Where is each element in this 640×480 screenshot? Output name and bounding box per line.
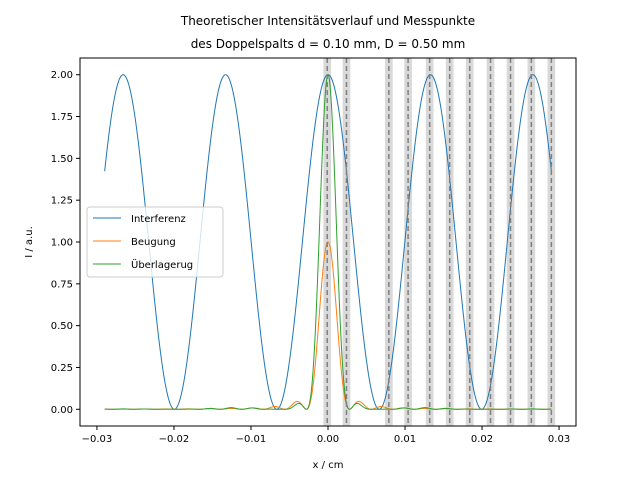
series-line-3	[104, 74, 552, 410]
measurement-lines	[326, 58, 553, 426]
x-tick-label: −0.03	[82, 434, 113, 445]
x-tick-label: −0.02	[159, 434, 190, 445]
y-tick-label: 0.00	[51, 405, 73, 416]
y-tick-label: 1.75	[51, 112, 73, 123]
x-tick-label: 0.00	[317, 434, 339, 445]
y-tick-label: 2.00	[51, 70, 73, 81]
x-tick-label: 0.03	[548, 434, 570, 445]
y-tick-label: 1.25	[51, 196, 73, 207]
legend-box	[86, 206, 224, 278]
y-tick-label: 1.00	[51, 238, 73, 249]
x-axis-ticks: −0.03 −0.02 −0.01 0.00 0.01 0.02 0.03	[82, 426, 570, 445]
x-tick-label: 0.02	[471, 434, 493, 445]
x-axis-label: x / cm	[313, 460, 344, 471]
legend: Interferenz Beugung Überlagerug	[86, 206, 224, 278]
y-axis-label: I / a.u.	[24, 226, 35, 258]
series-layer	[104, 74, 552, 410]
chart-title-line2: des Doppelspalts d = 0.10 mm, D = 0.50 m…	[191, 37, 466, 51]
x-tick-label: 0.01	[394, 434, 416, 445]
chart-title-line1: Theoretischer Intensitätsverlauf und Mes…	[180, 14, 475, 28]
y-tick-label: 0.25	[51, 363, 73, 374]
y-tick-label: 1.50	[51, 154, 73, 165]
legend-label: Beugung	[131, 237, 176, 248]
y-tick-label: 0.75	[51, 279, 73, 290]
legend-label: Interferenz	[131, 214, 186, 225]
x-tick-label: −0.01	[236, 434, 267, 445]
legend-label: Überlagerug	[131, 258, 193, 271]
y-tick-label: 0.50	[51, 321, 73, 332]
y-axis-ticks: 0.00 0.25 0.50 0.75 1.00 1.25 1.50 1.75 2.00	[51, 70, 80, 416]
